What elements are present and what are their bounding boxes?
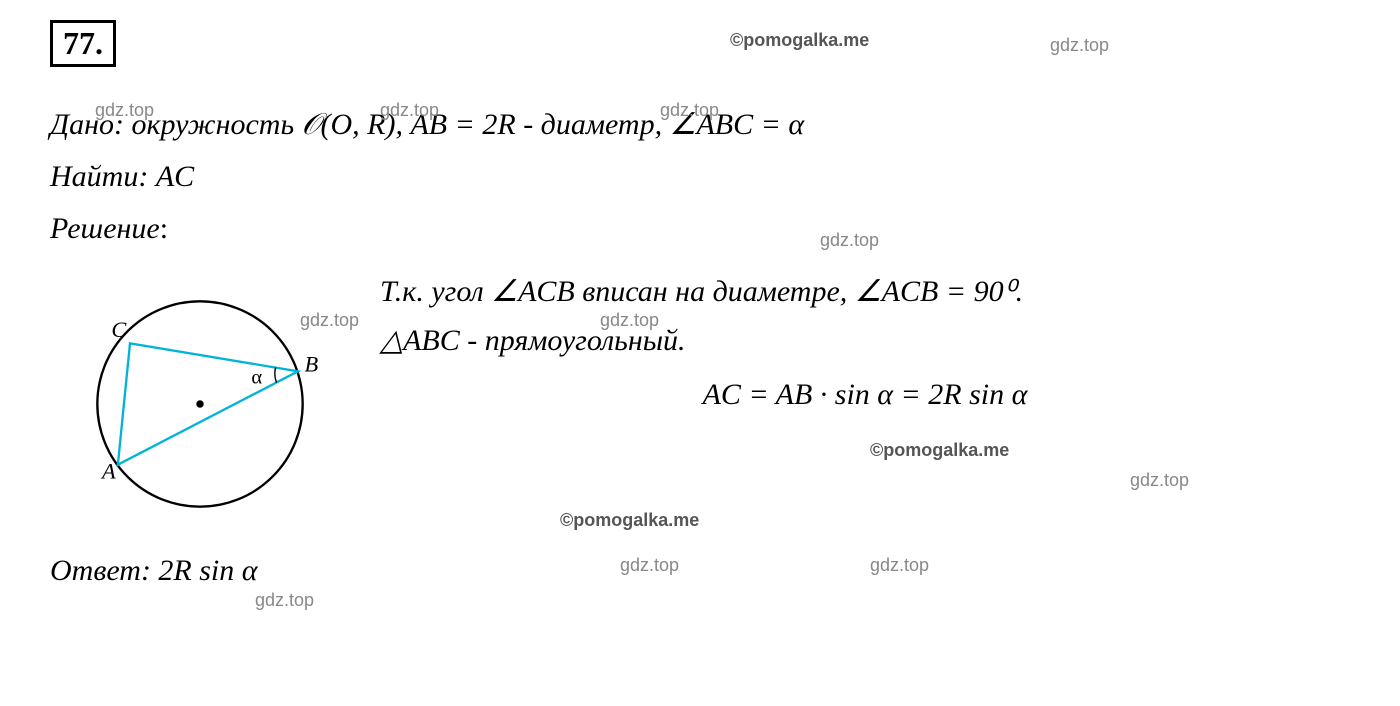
solution-line-2: △ABC - прямоугольный. <box>380 323 1350 358</box>
answer-line: Ответ: 2R sin α <box>50 554 1350 588</box>
geometry-diagram: A B C α <box>50 264 350 544</box>
find-line: Найти: AC <box>50 160 1350 194</box>
answer-text: : 2R sin α <box>141 554 258 587</box>
solution-label: Решение <box>50 212 160 245</box>
label-alpha: α <box>251 366 262 388</box>
problem-number: 77. <box>50 20 116 67</box>
circle-triangle-svg: A B C α <box>50 264 350 544</box>
solution-colon: : <box>160 212 168 245</box>
solution-line-1: Т.к. угол ∠ACB вписан на диаметре, ∠ACB … <box>380 274 1350 309</box>
find-text: : AC <box>138 160 194 193</box>
content-row: A B C α Т.к. угол ∠ACB вписан на диаметр… <box>50 264 1350 544</box>
formula: AC = AB · sin α = 2R sin α <box>380 378 1350 412</box>
find-label: Найти <box>50 160 138 193</box>
angle-arc <box>275 368 277 383</box>
label-c: C <box>111 317 127 342</box>
given-label: Дано <box>50 108 114 141</box>
given-text: : окружность 𝒪(O, R), AB = 2R - диаметр,… <box>114 108 804 141</box>
solution-text: Т.к. угол ∠ACB вписан на диаметре, ∠ACB … <box>380 264 1350 412</box>
solution-label-line: Решение: <box>50 212 1350 246</box>
triangle <box>118 343 298 464</box>
watermark-text: gdz.top <box>255 590 314 611</box>
given-line: Дано: окружность 𝒪(O, R), AB = 2R - диам… <box>50 107 1350 142</box>
label-a: A <box>100 459 116 484</box>
watermark-text: ©pomogalka.me <box>730 30 869 51</box>
answer-label: Ответ <box>50 554 141 587</box>
center-dot <box>196 400 203 407</box>
watermark-text: gdz.top <box>1050 35 1109 56</box>
label-b: B <box>305 351 319 376</box>
